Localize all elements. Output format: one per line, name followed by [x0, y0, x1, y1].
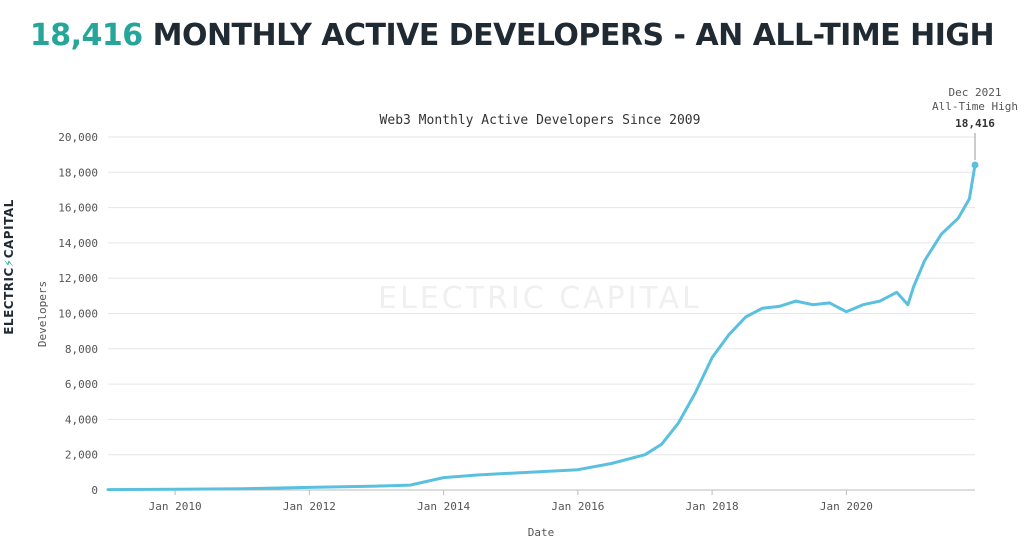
- annotation-date: Dec 2021: [949, 86, 1002, 99]
- x-tick-label: Jan 2018: [686, 500, 739, 513]
- series-layer: [106, 133, 979, 492]
- x-tick-label: Jan 2014: [417, 500, 470, 513]
- x-axis: Jan 2010 Jan 2012 Jan 2014 Jan 2016 Jan 2018…: [149, 490, 873, 513]
- x-tick-label: Jan 2012: [283, 500, 336, 513]
- grid: [108, 136, 975, 456]
- headline-text: MONTHLY ACTIVE DEVELOPERS - AN ALL-TIME …: [152, 18, 995, 53]
- y-tick-label: 18,000: [58, 166, 98, 179]
- watermark: ELECTRIC CAPITAL: [378, 281, 702, 316]
- y-tick-label: 12,000: [58, 272, 98, 285]
- annotation-value: 18,416: [955, 117, 995, 130]
- x-tick-label: Jan 2020: [820, 500, 873, 513]
- y-tick-label: 20,000: [58, 131, 98, 144]
- y-tick-label: 10,000: [58, 308, 98, 321]
- headline-number: 18,416: [29, 18, 143, 53]
- y-axis-label: Developers: [36, 281, 49, 347]
- svg-text:ELECTRIC⚡CAPITAL: ELECTRIC⚡CAPITAL: [2, 199, 16, 335]
- x-axis-label: Date: [528, 526, 555, 539]
- all-time-high-point: [971, 161, 979, 169]
- electric-capital-logo: ELECTRIC⚡CAPITAL: [2, 199, 16, 335]
- y-axis: 0 2,000 4,000 6,000 8,000 10,000 12,000 14,000 1…: [58, 131, 98, 497]
- chart-title: Web3 Monthly Active Developers Since 200…: [380, 113, 701, 128]
- headline: 18,416 MONTHLY ACTIVE DEVELOPERS - AN AL…: [0, 18, 1024, 53]
- all-time-high-annotation: Dec 2021 All-Time High 18,416: [932, 86, 1018, 130]
- y-tick-label: 2,000: [65, 449, 98, 462]
- y-tick-label: 14,000: [58, 237, 98, 250]
- y-tick-label: 4,000: [65, 413, 98, 426]
- y-tick-label: 8,000: [65, 343, 98, 356]
- y-tick-label: 0: [91, 484, 98, 497]
- x-tick-label: Jan 2016: [551, 500, 604, 513]
- developers-line: [106, 163, 977, 492]
- y-tick-label: 6,000: [65, 378, 98, 391]
- annotation-label: All-Time High: [932, 100, 1018, 113]
- y-tick-label: 16,000: [58, 202, 98, 215]
- x-tick-label: Jan 2010: [149, 500, 202, 513]
